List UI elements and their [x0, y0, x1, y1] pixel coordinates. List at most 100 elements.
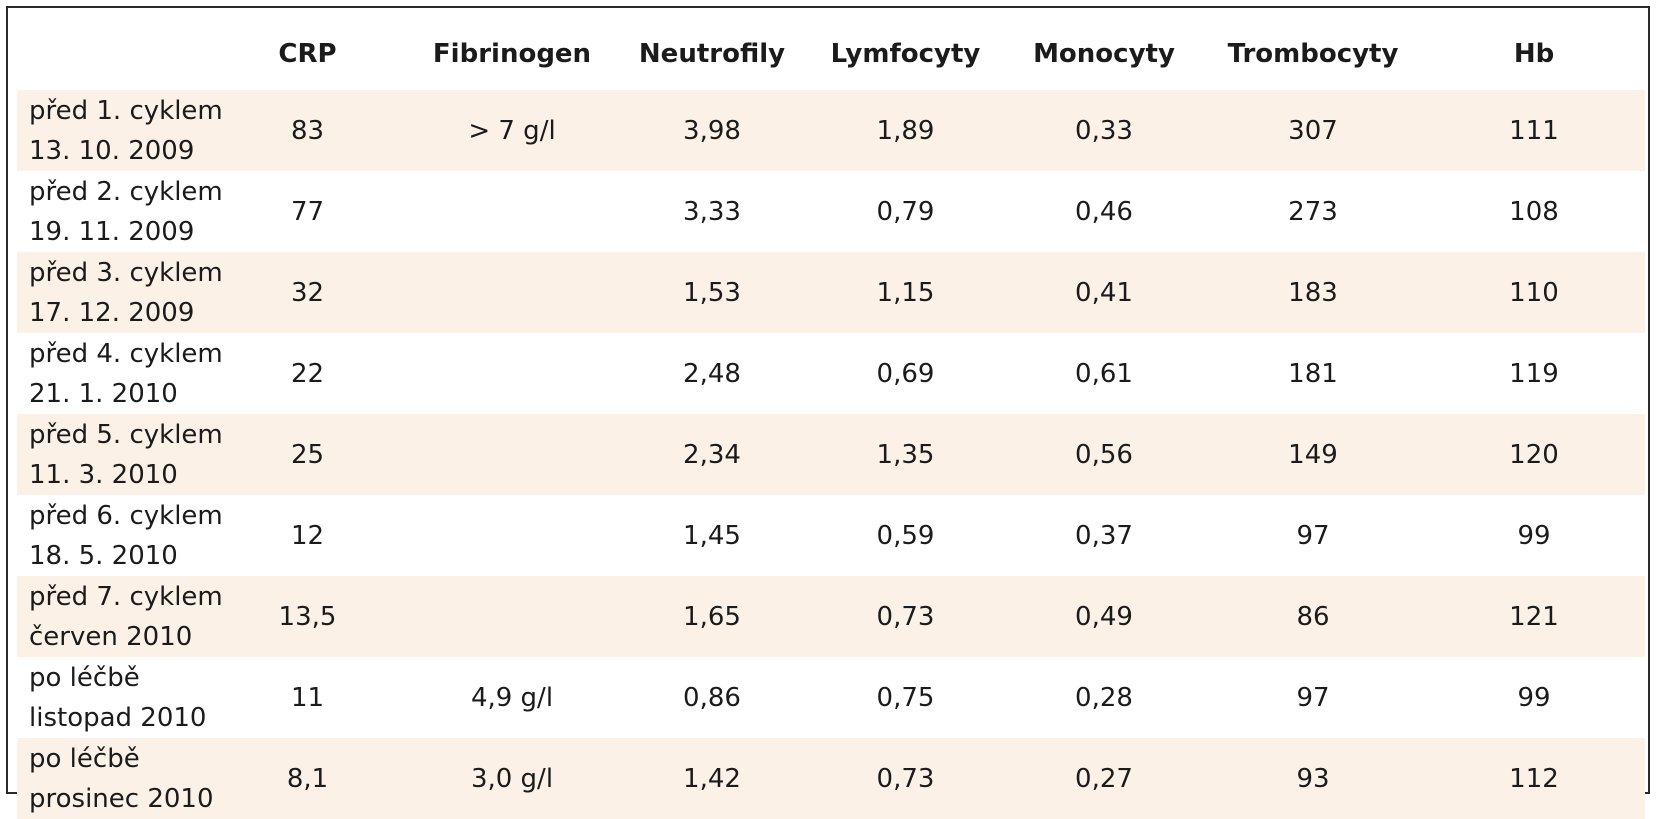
cell-trombocyty: 307	[1203, 90, 1423, 171]
cell-fibrinogen	[406, 252, 618, 333]
table-row: před 3. cyklem 17. 12. 2009 32 1,53 1,15 …	[17, 252, 1645, 333]
cell-lymfocyty: 1,15	[806, 252, 1005, 333]
row-label: před 5. cyklem 11. 3. 2010	[17, 414, 223, 495]
row-label: po léčbě listopad 2010	[17, 657, 209, 738]
row-label-line2: 18. 5. 2010	[29, 540, 178, 571]
row-label-line1: před 1. cyklem	[29, 95, 223, 126]
cell-monocyty: 0,61	[1005, 333, 1203, 414]
cell-trombocyty: 97	[1203, 495, 1423, 576]
row-label-line1: před 4. cyklem	[29, 338, 223, 369]
row-label: po léčbě prosinec 2010	[17, 738, 214, 819]
cell-hb: 99	[1423, 657, 1645, 738]
header-fibrinogen: Fibrinogen	[406, 18, 618, 90]
cell-trombocyty: 149	[1203, 414, 1423, 495]
cell-trombocyty: 181	[1203, 333, 1423, 414]
row-label-line1: po léčbě	[29, 662, 140, 693]
row-label: před 6. cyklem 18. 5. 2010	[17, 495, 223, 576]
table-row: po léčbě prosinec 2010 8,1 3,0 g/l 1,42 0…	[17, 738, 1645, 819]
cell-trombocyty: 273	[1203, 171, 1423, 252]
cell-lymfocyty: 1,89	[806, 90, 1005, 171]
row-label-line2: 19. 11. 2009	[29, 216, 195, 247]
row-label-line1: před 7. cyklem	[29, 581, 223, 612]
cell-lymfocyty: 0,73	[806, 738, 1005, 819]
cell-lymfocyty: 0,69	[806, 333, 1005, 414]
row-label: před 7. cyklem červen 2010	[17, 576, 223, 657]
cell-neutrofily: 1,53	[618, 252, 806, 333]
cell-crp: 22	[209, 333, 406, 414]
row-label-line1: před 3. cyklem	[29, 257, 223, 288]
header-row: CRP Fibrinogen Neutrofily Lymfocyty Mono…	[17, 18, 1645, 90]
cell-crp: 13,5	[209, 576, 406, 657]
cell-hb: 112	[1423, 738, 1645, 819]
table-row: před 5. cyklem 11. 3. 2010 25 2,34 1,35 0…	[17, 414, 1645, 495]
cell-lymfocyty: 0,79	[806, 171, 1005, 252]
cell-hb: 120	[1423, 414, 1645, 495]
row-label-line2: 13. 10. 2009	[29, 135, 195, 166]
row-label-line2: 21. 1. 2010	[29, 378, 178, 409]
cell-hb: 99	[1423, 495, 1645, 576]
cell-fibrinogen	[406, 333, 618, 414]
cell-neutrofily: 3,33	[618, 171, 806, 252]
row-label: před 4. cyklem 21. 1. 2010	[17, 333, 223, 414]
cell-monocyty: 0,41	[1005, 252, 1203, 333]
cell-monocyty: 0,33	[1005, 90, 1203, 171]
row-label-line2: 17. 12. 2009	[29, 297, 195, 328]
header-monocyty: Monocyty	[1005, 18, 1203, 90]
cell-neutrofily: 3,98	[618, 90, 806, 171]
cell-trombocyty: 97	[1203, 657, 1423, 738]
cell-hb: 111	[1423, 90, 1645, 171]
header-trombocyty: Trombocyty	[1203, 18, 1423, 90]
header-lymfocyty: Lymfocyty	[806, 18, 1005, 90]
cell-neutrofily: 2,34	[618, 414, 806, 495]
cell-trombocyty: 86	[1203, 576, 1423, 657]
cell-hb: 110	[1423, 252, 1645, 333]
cell-monocyty: 0,49	[1005, 576, 1203, 657]
cell-fibrinogen	[406, 495, 618, 576]
cell-crp: 8,1	[209, 738, 406, 819]
cell-neutrofily: 0,86	[618, 657, 806, 738]
row-label: před 2. cyklem 19. 11. 2009	[17, 171, 223, 252]
cell-monocyty: 0,27	[1005, 738, 1203, 819]
cell-fibrinogen: 4,9 g/l	[406, 657, 618, 738]
cell-monocyty: 0,56	[1005, 414, 1203, 495]
cell-crp: 83	[209, 90, 406, 171]
cell-monocyty: 0,46	[1005, 171, 1203, 252]
header-neutrofily: Neutrofily	[618, 18, 806, 90]
cell-trombocyty: 183	[1203, 252, 1423, 333]
table-row: po léčbě listopad 2010 11 4,9 g/l 0,86 0,…	[17, 657, 1645, 738]
row-label-line2: 11. 3. 2010	[29, 459, 178, 490]
cell-crp: 12	[209, 495, 406, 576]
header-hb: Hb	[1423, 18, 1645, 90]
cell-crp: 11	[209, 657, 406, 738]
row-label-line1: před 2. cyklem	[29, 176, 223, 207]
table-row: před 6. cyklem 18. 5. 2010 12 1,45 0,59 0…	[17, 495, 1645, 576]
cell-fibrinogen: > 7 g/l	[406, 90, 618, 171]
cell-crp: 32	[209, 252, 406, 333]
row-label-line2: listopad 2010	[29, 702, 207, 733]
cell-neutrofily: 1,65	[618, 576, 806, 657]
cell-hb: 119	[1423, 333, 1645, 414]
row-label-line1: před 6. cyklem	[29, 500, 223, 531]
cell-fibrinogen	[406, 576, 618, 657]
cell-monocyty: 0,37	[1005, 495, 1203, 576]
cell-crp: 77	[209, 171, 406, 252]
cell-lymfocyty: 0,75	[806, 657, 1005, 738]
cell-fibrinogen	[406, 414, 618, 495]
cell-neutrofily: 1,42	[618, 738, 806, 819]
cell-fibrinogen	[406, 171, 618, 252]
cell-crp: 25	[209, 414, 406, 495]
row-label-line2: červen 2010	[29, 621, 193, 652]
cell-monocyty: 0,28	[1005, 657, 1203, 738]
table-row: před 1. cyklem 13. 10. 2009 83 > 7 g/l 3,…	[17, 90, 1645, 171]
row-label: před 3. cyklem 17. 12. 2009	[17, 252, 223, 333]
table-row: před 2. cyklem 19. 11. 2009 77 3,33 0,79 …	[17, 171, 1645, 252]
row-label: před 1. cyklem 13. 10. 2009	[17, 90, 223, 171]
table-row: před 4. cyklem 21. 1. 2010 22 2,48 0,69 0…	[17, 333, 1645, 414]
cell-hb: 108	[1423, 171, 1645, 252]
row-label-line2: prosinec 2010	[29, 783, 214, 814]
lab-results-table: CRP Fibrinogen Neutrofily Lymfocyty Mono…	[17, 18, 1645, 819]
cell-lymfocyty: 0,73	[806, 576, 1005, 657]
cell-lymfocyty: 1,35	[806, 414, 1005, 495]
cell-trombocyty: 93	[1203, 738, 1423, 819]
table-frame: CRP Fibrinogen Neutrofily Lymfocyty Mono…	[6, 6, 1650, 819]
